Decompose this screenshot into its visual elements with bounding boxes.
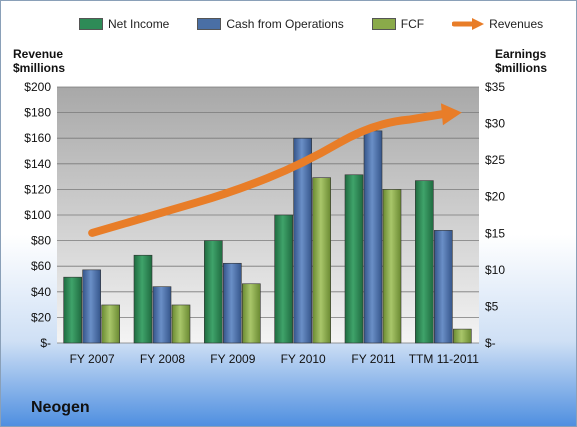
bar xyxy=(312,177,331,344)
bar xyxy=(204,240,223,344)
legend-label-fcf: FCF xyxy=(400,17,425,31)
bar xyxy=(382,189,402,344)
bar xyxy=(133,254,153,344)
bar xyxy=(274,214,293,344)
bar xyxy=(63,276,82,344)
right-axis-title: Earnings $millions xyxy=(495,47,547,75)
left-tick-label: $140 xyxy=(24,157,51,171)
revenues-arrowhead xyxy=(440,103,462,126)
legend-swatch-fcf xyxy=(371,18,396,30)
right-tick-label: $15 xyxy=(485,226,505,240)
x-tick-label: TTM 11-2011 xyxy=(409,352,480,366)
legend-arrow-icon xyxy=(452,18,485,30)
bar xyxy=(242,283,261,344)
left-tick-label: $180 xyxy=(24,106,51,120)
left-tick-label: $20 xyxy=(31,310,51,324)
revenues-line xyxy=(88,110,446,237)
left-tick-label: $160 xyxy=(24,131,51,145)
bar xyxy=(293,137,312,344)
bar xyxy=(82,269,101,344)
right-tick-label: $10 xyxy=(485,263,505,277)
left-axis-title-line1: Revenue xyxy=(13,47,64,61)
left-tick-label: $40 xyxy=(31,285,51,299)
left-tick-label: $120 xyxy=(24,182,51,196)
left-tick-label: $200 xyxy=(24,80,51,94)
right-axis-title-line1: Earnings xyxy=(495,47,547,61)
legend-swatch-net-income xyxy=(79,18,103,30)
bar xyxy=(171,304,191,344)
bar xyxy=(434,230,453,344)
left-tick-label: $- xyxy=(40,336,51,350)
bar xyxy=(223,262,242,344)
legend-item-cash-ops: Cash from Operations xyxy=(197,17,344,31)
legend-label-cash-ops: Cash from Operations xyxy=(226,17,344,31)
left-axis-title: Revenue $millions xyxy=(13,47,65,75)
right-tick-label: $20 xyxy=(485,190,505,204)
x-tick-label: FY 2009 xyxy=(210,352,255,366)
right-tick-label: $5 xyxy=(485,299,499,313)
legend-label-revenues: Revenues xyxy=(489,17,544,31)
legend-item-net-income: Net Income xyxy=(79,17,169,31)
bar xyxy=(415,180,434,344)
x-tick-label: FY 2008 xyxy=(140,352,185,366)
right-tick-label: $- xyxy=(485,336,496,350)
legend-item-revenues: Revenues xyxy=(452,17,543,31)
left-axis-title-line2: $millions xyxy=(13,61,66,75)
x-tick-label: FY 2011 xyxy=(351,352,396,366)
right-tick-label: $35 xyxy=(485,80,505,94)
bar xyxy=(344,174,364,344)
bar xyxy=(453,328,472,344)
x-tick-label: FY 2010 xyxy=(281,352,326,366)
bar xyxy=(101,304,120,344)
company-name: Neogen xyxy=(31,399,90,416)
right-axis-title-line2: $millions xyxy=(495,61,548,75)
bar xyxy=(152,286,172,344)
bar xyxy=(363,130,383,344)
legend-item-fcf: FCF xyxy=(371,17,425,31)
left-tick-label: $100 xyxy=(24,208,51,222)
left-tick-label: $80 xyxy=(31,234,51,248)
x-tick-label: FY 2007 xyxy=(70,352,115,366)
legend-label-net-income: Net Income xyxy=(108,17,170,31)
legend-swatch-cash-ops xyxy=(197,18,222,30)
right-tick-label: $25 xyxy=(485,153,505,167)
right-tick-label: $30 xyxy=(485,117,505,131)
legend: Net Income Cash from Operations FCF Reve… xyxy=(79,17,543,31)
left-tick-label: $60 xyxy=(31,259,51,273)
